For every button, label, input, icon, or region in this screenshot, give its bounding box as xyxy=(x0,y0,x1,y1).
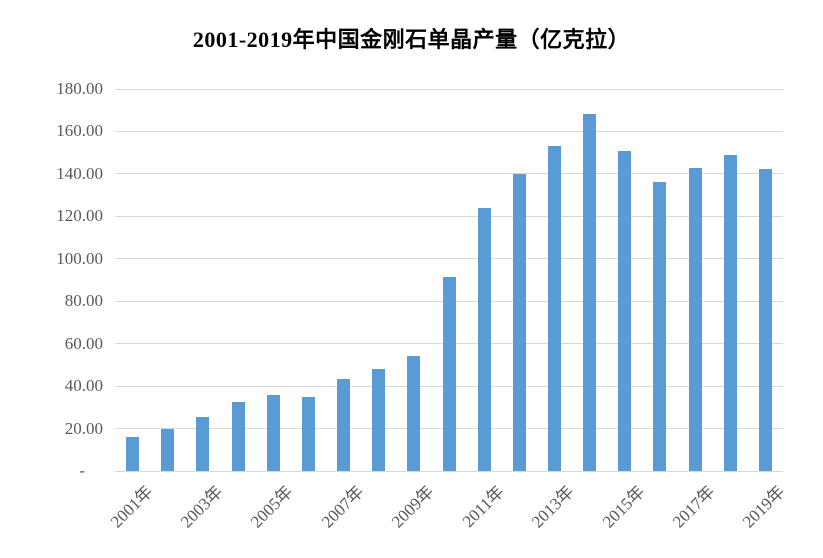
x-tick-label: 2015年 xyxy=(598,482,649,532)
x-tick-label: 2003年 xyxy=(176,482,227,532)
x-tick-label: 2001年 xyxy=(106,482,157,532)
gridline xyxy=(115,130,783,132)
bar-2008年 xyxy=(372,369,386,471)
y-tick-label: 160.00 xyxy=(56,121,103,141)
gridline xyxy=(115,258,783,260)
bar-2019年 xyxy=(758,168,772,471)
bar-2003年 xyxy=(196,416,210,471)
y-tick-label: - xyxy=(79,461,85,480)
bar-2005年 xyxy=(266,395,280,471)
bar-2011年 xyxy=(477,207,491,471)
gridline xyxy=(115,215,783,217)
y-tick-label: 60.00 xyxy=(64,333,103,353)
y-tick-label: 120.00 xyxy=(56,206,103,226)
bar-2017年 xyxy=(688,167,702,471)
y-tick-label: 40.00 xyxy=(64,376,103,396)
y-tick-label: 180.00 xyxy=(56,79,103,98)
y-tick-label: 20.00 xyxy=(64,418,103,438)
x-tick-label: 2017年 xyxy=(669,482,719,532)
x-tick-label: 2013年 xyxy=(528,482,578,532)
bar-2012年 xyxy=(512,173,526,471)
bar-2002年 xyxy=(161,428,175,471)
bar-2001年 xyxy=(126,437,140,471)
bar-2013年 xyxy=(547,146,561,471)
x-tick-label: 2005年 xyxy=(247,482,297,532)
x-tick-label: 2009年 xyxy=(387,482,438,532)
bar-2018年 xyxy=(723,154,737,471)
chart-title: 2001-2019年中国金刚石单晶产量（亿克拉） xyxy=(192,27,631,52)
gridline xyxy=(115,470,783,472)
x-tick-label: 2007年 xyxy=(317,482,367,532)
bar-2015年 xyxy=(618,150,632,471)
bar-2007年 xyxy=(337,378,351,471)
bar-2004年 xyxy=(231,401,245,471)
bar-2014年 xyxy=(583,114,597,471)
bar-2009年 xyxy=(407,356,421,471)
bar-2010年 xyxy=(442,276,456,471)
gridline xyxy=(115,88,783,90)
bar-2006年 xyxy=(301,396,315,471)
y-tick-label: 100.00 xyxy=(56,248,103,268)
gridline xyxy=(115,173,783,175)
y-tick-label: 140.00 xyxy=(56,163,103,183)
x-tick-label: 2011年 xyxy=(458,482,508,532)
x-tick-label: 2019年 xyxy=(739,482,789,532)
y-tick-label: 80.00 xyxy=(64,291,103,311)
bar-2016年 xyxy=(653,182,667,471)
